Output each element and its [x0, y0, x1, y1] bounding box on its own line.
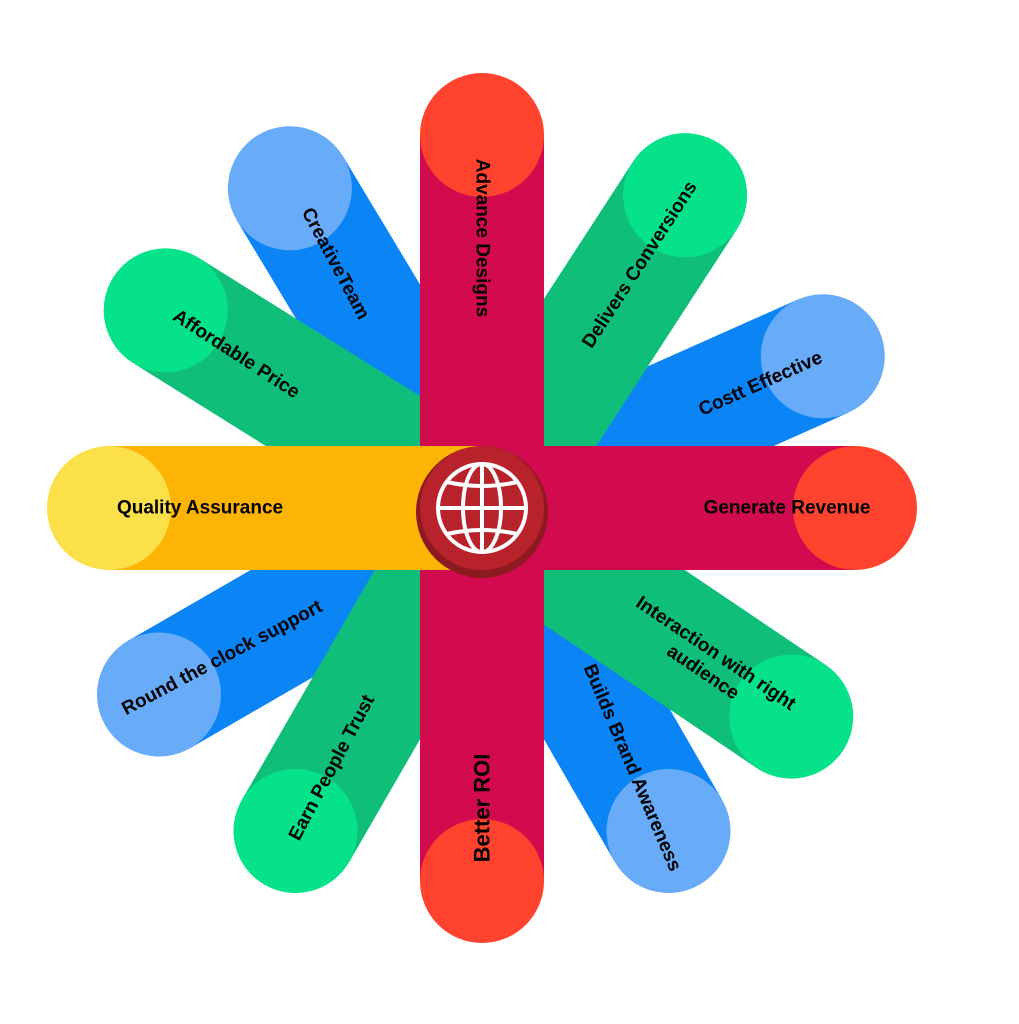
- spoke-cap: [729, 654, 854, 779]
- spoke-cap: [420, 73, 544, 197]
- spoke-cap: [606, 769, 731, 894]
- spoke-0: [420, 73, 544, 508]
- spoke-9: [47, 446, 482, 570]
- spoke-bar: [420, 135, 544, 508]
- spoke-cap: [233, 769, 358, 894]
- spoke-label-0: Advance Designs: [472, 159, 493, 317]
- spoke-cap: [793, 446, 917, 570]
- globe-icon: [436, 462, 528, 554]
- spoke-label-9: Quality Assurance: [117, 498, 283, 519]
- spoke-cap: [760, 294, 885, 419]
- spoke-cap: [96, 632, 221, 757]
- spoke-label-6: Better ROI: [470, 754, 495, 863]
- spoke-6: [420, 508, 544, 943]
- spoke-cap: [227, 126, 352, 251]
- hub: [416, 446, 548, 578]
- spoke-bar: [420, 508, 544, 881]
- spoke-cap: [103, 248, 228, 373]
- spoke-cap: [623, 133, 748, 258]
- spoke-label-3: Generate Revenue: [704, 498, 871, 519]
- spoke-cap: [47, 446, 171, 570]
- spoke-cap: [420, 819, 544, 943]
